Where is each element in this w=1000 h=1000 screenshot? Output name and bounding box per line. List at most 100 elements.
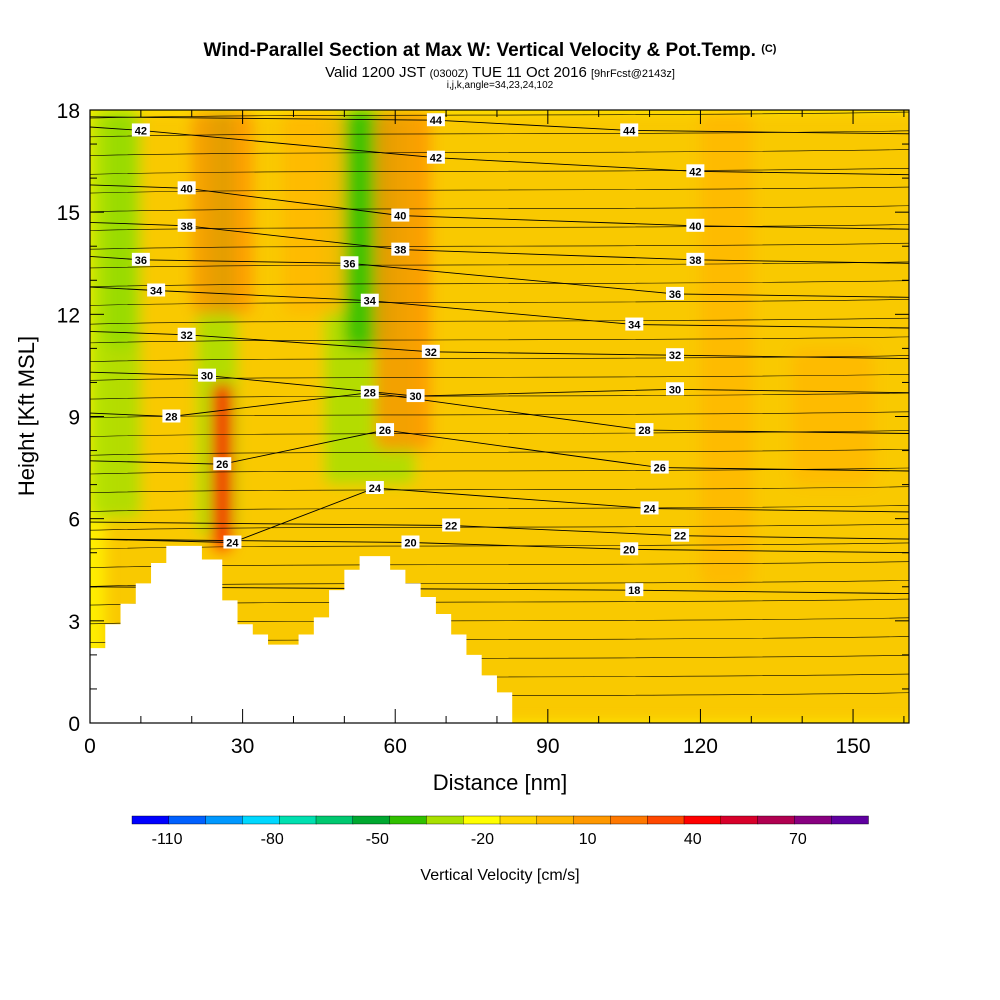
contour-label-20: 20 bbox=[620, 542, 639, 556]
contour-label-text: 22 bbox=[445, 520, 457, 532]
contour-label-42: 42 bbox=[131, 123, 150, 137]
velocity-region-11 bbox=[700, 110, 752, 587]
colorbar-swatch bbox=[242, 815, 280, 825]
velocity-region-7 bbox=[191, 110, 253, 315]
contour-label-24: 24 bbox=[365, 481, 384, 495]
contour-label-text: 40 bbox=[689, 221, 701, 233]
y-tick-label: 18 bbox=[57, 100, 80, 123]
contour-label-text: 26 bbox=[216, 459, 228, 471]
colorbar-swatch bbox=[499, 815, 538, 825]
contour-label-22: 22 bbox=[442, 518, 461, 532]
contour-label-34: 34 bbox=[147, 283, 166, 297]
contour-label-bg bbox=[426, 150, 445, 164]
plot-area: 42 40 38 36 34 32 30 28 26 24 44 42 40 38 36 34 32 30 28 26… bbox=[90, 110, 909, 723]
contour-label-32: 32 bbox=[666, 348, 684, 362]
contour-label-text: 30 bbox=[669, 384, 681, 396]
colorbar-tick-label: -110 bbox=[152, 831, 183, 848]
contour-label-28: 28 bbox=[162, 409, 181, 424]
colorbar-swatch bbox=[168, 815, 207, 825]
contour-label-20: 20 bbox=[401, 535, 420, 550]
contour-label-text: 40 bbox=[181, 183, 193, 195]
contour-label-bg bbox=[360, 385, 379, 399]
colorbar-tick-label: -50 bbox=[366, 831, 389, 848]
contour-label-text: 30 bbox=[201, 371, 213, 383]
theta-contour-minor bbox=[90, 486, 909, 494]
chart-subtitle-indices: i,j,k,angle=34,23,24,102 bbox=[447, 80, 554, 91]
colorbar-swatch bbox=[794, 815, 832, 825]
contour-label-40: 40 bbox=[391, 208, 410, 223]
contour-label-bg bbox=[162, 409, 181, 423]
contour-label-text: 36 bbox=[135, 255, 147, 267]
contour-label-26: 26 bbox=[376, 423, 395, 437]
contour-label-bg bbox=[376, 423, 395, 437]
contour-label-30: 30 bbox=[406, 389, 425, 403]
colorbar-tick-label: 40 bbox=[684, 831, 702, 848]
chart-subtitle: Valid 1200 JST (0300Z) TUE 11 Oct 2016 [… bbox=[325, 64, 675, 81]
contour-label-bg bbox=[666, 382, 684, 396]
contour-label-28: 28 bbox=[635, 423, 654, 437]
y-tick-label: 3 bbox=[68, 611, 80, 634]
contour-label-text: 32 bbox=[669, 350, 681, 362]
contour-label-40: 40 bbox=[177, 181, 196, 195]
contour-label-bg bbox=[635, 423, 654, 437]
contour-label-bg bbox=[421, 344, 440, 358]
contour-label-26: 26 bbox=[650, 460, 669, 475]
theta-contour-labels: 42 40 38 36 34 32 30 28 26 24 44 42 40 38 36 34 32 30 28 26… bbox=[131, 113, 705, 597]
contour-label-36: 36 bbox=[340, 256, 359, 270]
contour-label-24: 24 bbox=[223, 535, 242, 550]
velocity-region-9 bbox=[374, 110, 431, 451]
y-tick-label: 0 bbox=[68, 713, 80, 736]
colorbar-swatch bbox=[426, 815, 464, 825]
contour-label-text: 20 bbox=[623, 544, 635, 556]
colorbar-tick-label: -20 bbox=[471, 831, 494, 848]
x-axis-label: Distance [nm] bbox=[433, 770, 568, 795]
contour-label-text: 36 bbox=[343, 258, 355, 270]
contour-label-bg bbox=[391, 208, 410, 222]
colorbar-swatch bbox=[683, 815, 722, 825]
contour-label-text: 22 bbox=[674, 531, 686, 543]
contour-label-text: 26 bbox=[379, 425, 391, 437]
velocity-region-10 bbox=[283, 110, 345, 315]
theta-contour-minor bbox=[90, 130, 909, 138]
contour-label-bg bbox=[666, 286, 684, 300]
contour-label-24: 24 bbox=[640, 501, 659, 515]
contour-label-36: 36 bbox=[666, 286, 684, 301]
colorbar-swatch bbox=[647, 815, 685, 825]
contour-label-text: 38 bbox=[689, 255, 701, 267]
colorbar-label: Vertical Velocity [cm/s] bbox=[420, 867, 579, 884]
colorbar-swatch bbox=[131, 815, 170, 825]
contour-label-42: 42 bbox=[686, 164, 705, 178]
contour-label-bg bbox=[177, 327, 196, 341]
x-axis: 0 30 60 90 120 150 bbox=[84, 110, 905, 758]
velocity-region-12 bbox=[792, 348, 874, 485]
colorbar: -110 -80 -50 -20 10 40 70 bbox=[131, 815, 869, 848]
contour-label-bg bbox=[686, 164, 705, 178]
y-tick-label: 9 bbox=[68, 407, 80, 430]
contour-label-bg bbox=[177, 218, 196, 232]
contour-label-bg bbox=[177, 181, 196, 195]
contour-label-text: 44 bbox=[623, 125, 636, 137]
contour-label-30: 30 bbox=[198, 368, 216, 383]
contour-label-text: 32 bbox=[181, 330, 193, 342]
x-tick-label: 30 bbox=[231, 735, 254, 758]
contour-label-bg bbox=[147, 283, 166, 297]
contour-label-bg bbox=[686, 252, 705, 266]
contour-label-44: 44 bbox=[426, 113, 445, 127]
contour-label-bg bbox=[686, 218, 705, 232]
contour-label-34: 34 bbox=[625, 317, 644, 332]
contour-label-bg bbox=[666, 348, 684, 362]
contour-label-text: 34 bbox=[628, 320, 641, 332]
theta-contour-minor bbox=[90, 261, 909, 269]
contour-label-text: 44 bbox=[430, 115, 443, 127]
theta-contour-minor bbox=[90, 355, 909, 362]
contour-label-text: 42 bbox=[689, 166, 701, 178]
colorbar-tick-label: -80 bbox=[261, 831, 284, 848]
contour-label-40: 40 bbox=[686, 218, 705, 233]
colorbar-swatch bbox=[389, 815, 428, 825]
contour-label-text: 28 bbox=[165, 412, 177, 424]
theta-contour-minor bbox=[90, 242, 909, 250]
theta-contour-minor bbox=[90, 280, 909, 287]
y-tick-label: 6 bbox=[68, 509, 80, 532]
x-tick-label: 120 bbox=[683, 735, 718, 758]
